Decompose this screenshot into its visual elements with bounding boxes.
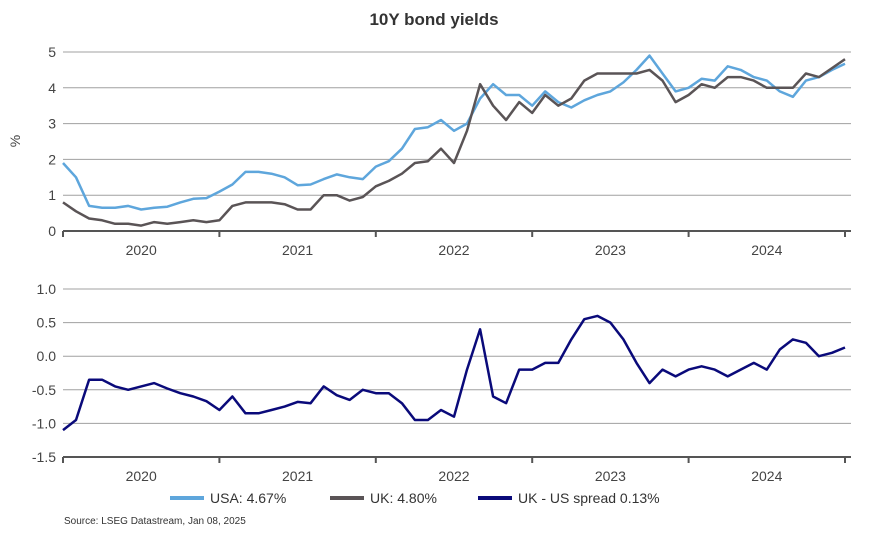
x-tick-label: 2022 — [438, 242, 469, 258]
bottom-panel: -1.5 -1.0 -0.5 0.0 0.5 1.0 2020 2021 2022 2023 202… — [32, 281, 851, 484]
series-line-uk-us-spread — [62, 314, 846, 432]
y-tick-label: 4 — [48, 80, 56, 96]
y-tick-label: 3 — [48, 116, 56, 132]
y-axis-label: % — [7, 135, 23, 147]
y-tick-label: -0.5 — [32, 382, 56, 398]
x-tick-label: 2023 — [595, 468, 626, 484]
y-tick-label: 0.0 — [37, 348, 57, 364]
x-tick-label: 2020 — [126, 242, 157, 258]
series-line-uk — [62, 58, 846, 227]
legend-label-uk: UK: 4.80% — [370, 490, 437, 506]
chart-title: 10Y bond yields — [369, 10, 498, 29]
legend-label-spread: UK - US spread 0.13% — [518, 490, 660, 506]
x-tick-label: 2024 — [751, 242, 782, 258]
y-tick-label: 0.5 — [37, 315, 57, 331]
y-tick-label: 1 — [48, 187, 56, 203]
series-line-usa — [62, 54, 846, 211]
y-tick-label: 0 — [48, 223, 56, 239]
x-tick-label: 2021 — [282, 242, 313, 258]
y-tick-label: -1.0 — [32, 415, 56, 431]
y-tick-label: 5 — [48, 44, 56, 60]
top-panel: 0 1 2 3 4 5 2020 2021 2022 2023 2024 — [48, 44, 851, 258]
x-tick-label: 2023 — [595, 242, 626, 258]
source-note: Source: LSEG Datastream, Jan 08, 2025 — [64, 516, 246, 527]
y-tick-label: 2 — [48, 151, 56, 167]
legend: USA: 4.67% UK: 4.80% UK - US spread 0.13… — [170, 490, 660, 506]
legend-label-usa: USA: 4.67% — [210, 490, 286, 506]
y-tick-label: -1.5 — [32, 449, 56, 465]
x-tick-label: 2022 — [438, 468, 469, 484]
y-tick-label: 1.0 — [37, 281, 57, 297]
x-tick-label: 2024 — [751, 468, 782, 484]
x-tick-label: 2021 — [282, 468, 313, 484]
x-tick-label: 2020 — [126, 468, 157, 484]
